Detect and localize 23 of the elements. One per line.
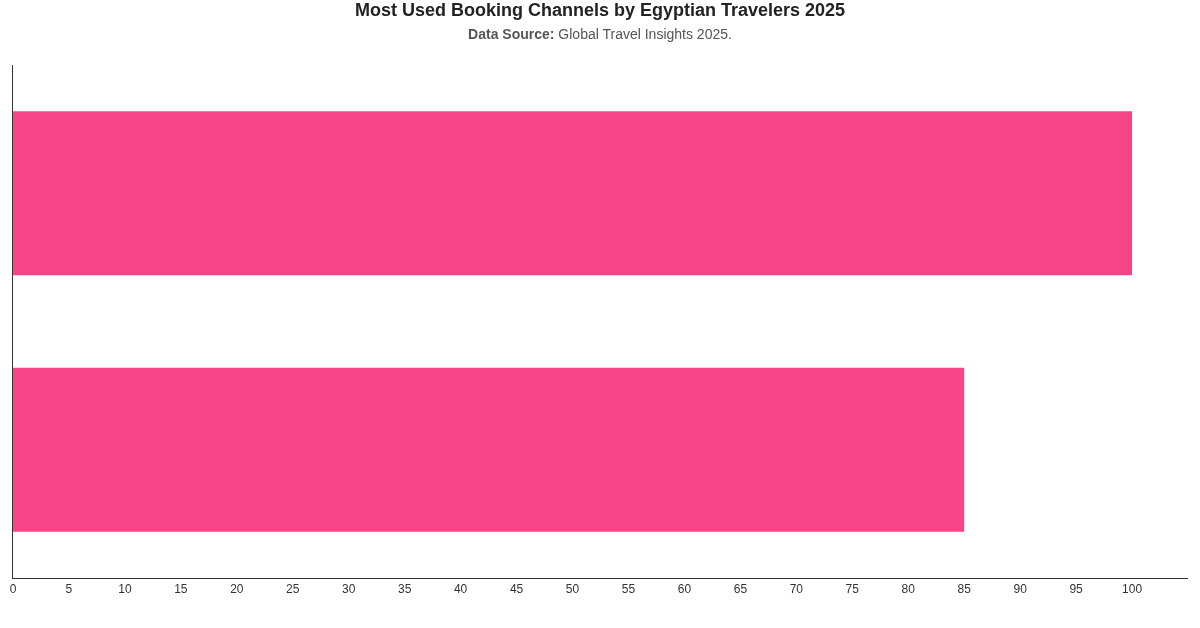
x-tick-label: 25 <box>286 582 300 597</box>
x-tick-label: 10 <box>118 582 132 597</box>
chart-title: Most Used Booking Channels by Egyptian Travelers 2025 <box>354 0 846 20</box>
x-tick-label: 55 <box>621 582 636 597</box>
x-tick-label: 95 <box>1069 582 1084 597</box>
x-tick-label: 80 <box>901 582 916 597</box>
x-tick-label: 100 <box>1122 582 1143 597</box>
x-tick-label: 0 <box>9 582 17 597</box>
x-tick-label: 30 <box>342 582 356 597</box>
x-tick-label: 85 <box>957 582 972 597</box>
x-tick-label: 65 <box>733 582 748 597</box>
x-tick-label: 45 <box>509 582 524 597</box>
x-tick-label: 15 <box>174 582 188 597</box>
chart-subtitle: Data Source: Global Travel Insights 2025. <box>468 26 732 43</box>
x-tick-label: 75 <box>845 582 860 597</box>
x-tick-label: 20 <box>230 582 244 597</box>
x-tick-label: 5 <box>65 582 73 597</box>
x-tick-label: 35 <box>397 582 412 597</box>
x-tick-label: 70 <box>789 582 804 597</box>
x-tick-label: 90 <box>1013 582 1028 597</box>
x-tick-label: 40 <box>453 582 468 597</box>
x-tick-label: 50 <box>565 582 580 597</box>
x-tick-label: 60 <box>677 582 692 597</box>
